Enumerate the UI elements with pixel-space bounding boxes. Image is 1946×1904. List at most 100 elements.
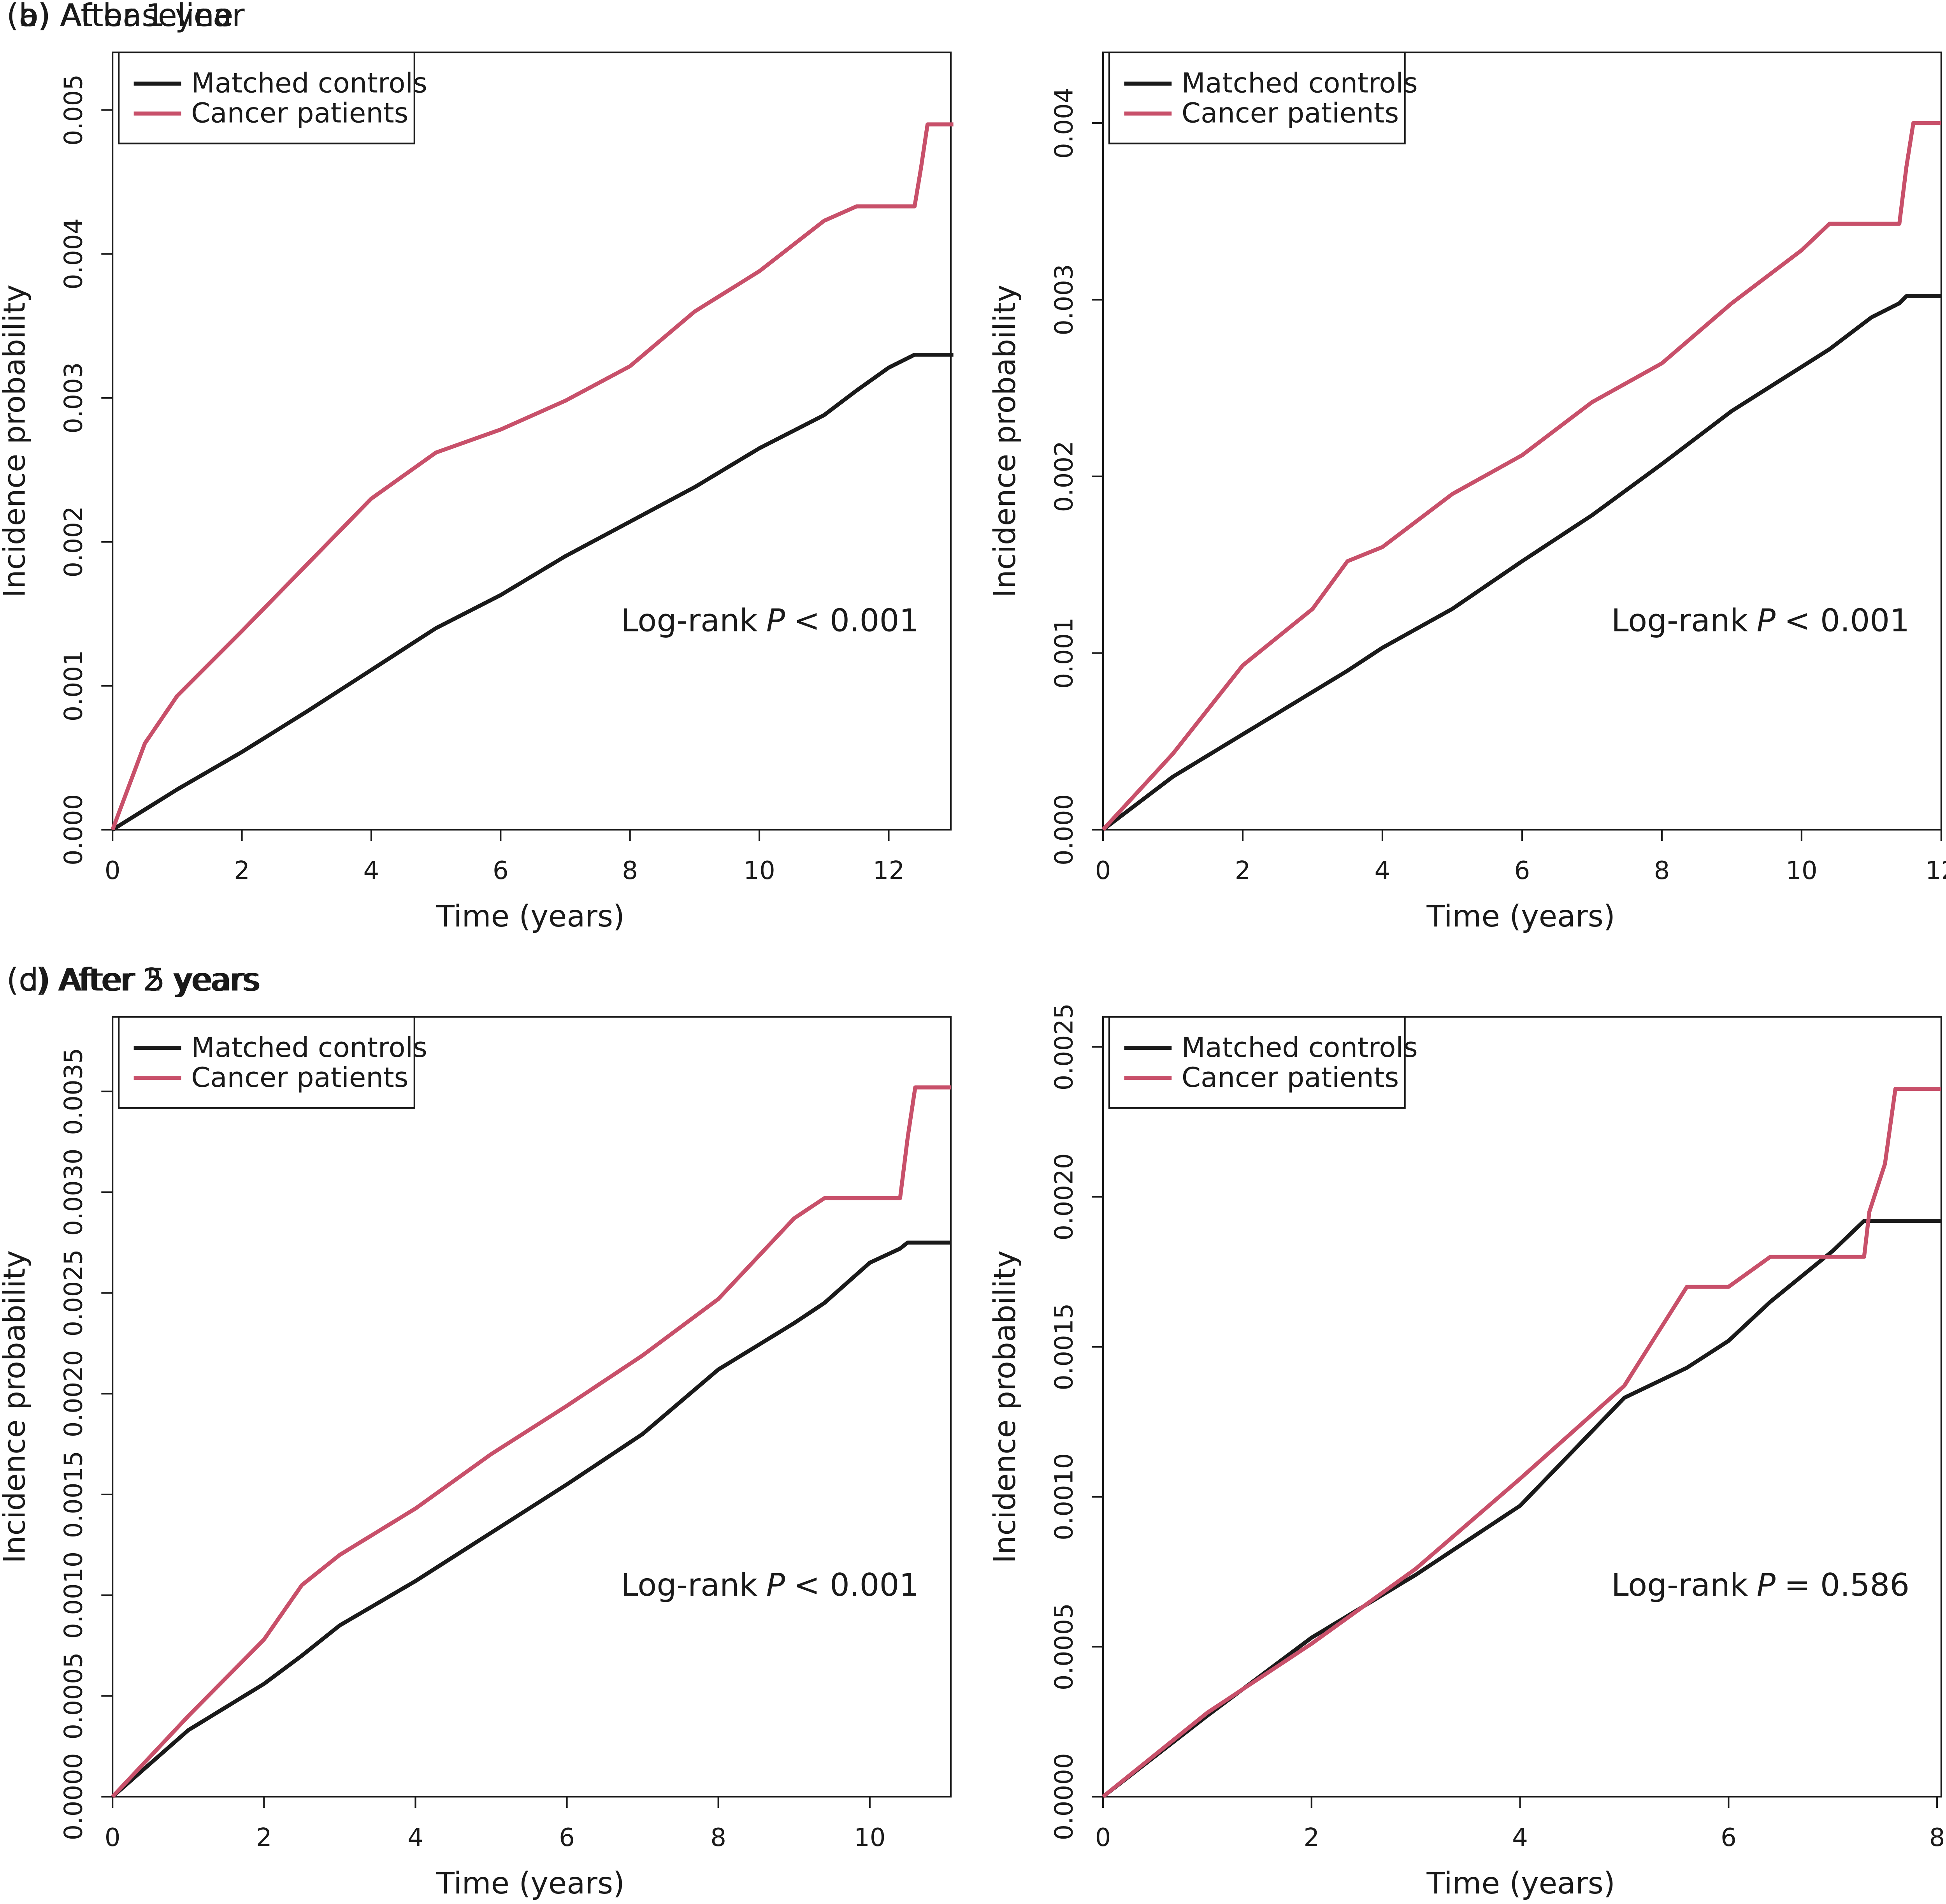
x-tick-label: 2 [1303, 1823, 1319, 1852]
x-tick-label: 8 [1929, 1823, 1945, 1852]
annotation-part: Log-rank [621, 602, 758, 638]
annotation-part: < 0.001 [1784, 602, 1909, 638]
x-tick-label: 10 [854, 1823, 886, 1852]
y-tick-label: 0.000 [60, 794, 88, 866]
y-tick-label: 0.004 [1050, 87, 1078, 159]
x-axis-label: Time (years) [436, 1866, 625, 1901]
legend-label: Cancer patients [191, 1062, 408, 1094]
x-tick-label: 0 [1095, 1823, 1111, 1852]
legend-label: Cancer patients [191, 97, 408, 129]
legend-label: Matched controls [191, 67, 427, 99]
panel: (d) After 5 years 0 2 4 6 8 0.0000 0.0005 0.0010… [7, 962, 1945, 1901]
y-tick-label: 0.0010 [1050, 1453, 1078, 1540]
annotation-part: = 0.586 [1784, 1567, 1909, 1603]
y-tick-label: 0.000 [1050, 794, 1078, 866]
annotation-part: P [1757, 602, 1776, 638]
y-tick-label: 0.0015 [1050, 1303, 1078, 1391]
y-tick-label: 0.003 [1050, 264, 1078, 336]
x-tick-label: 10 [743, 856, 775, 885]
y-tick-label: 0.0025 [1050, 1003, 1078, 1090]
y-tick-label: 0.0015 [60, 1451, 88, 1538]
x-tick-label: 0 [105, 1823, 121, 1852]
y-tick-label: 0.0005 [60, 1652, 88, 1739]
panel-title: (d) After 5 years [7, 962, 261, 998]
y-tick-label: 0.003 [60, 362, 88, 434]
x-axis-label: Time (years) [1426, 1866, 1615, 1901]
y-tick-label: 0.0010 [60, 1552, 88, 1639]
y-tick-label: 0.0005 [1050, 1603, 1078, 1690]
x-tick-label: 0 [1095, 856, 1111, 885]
y-tick-label: 0.0020 [1050, 1153, 1078, 1240]
plot-frame [112, 51, 952, 831]
legend-label: Matched controls [1182, 1032, 1418, 1064]
x-tick-label: 6 [1721, 1823, 1737, 1852]
x-tick-label: 4 [1375, 856, 1391, 885]
y-axis-label: Incidence probability [988, 1250, 1022, 1563]
y-axis-label: Incidence probability [988, 285, 1022, 598]
x-tick-label: 6 [559, 1823, 575, 1852]
series-line [1101, 1218, 1941, 1799]
series-line [111, 1240, 951, 1799]
annotation-part: Log-rank [1611, 602, 1748, 638]
x-tick-label: 10 [1786, 856, 1818, 885]
x-tick-label: 0 [105, 856, 121, 885]
panel-title: (a) At baseline [7, 0, 234, 33]
legend-label: Cancer patients [1182, 1062, 1399, 1094]
annotation: Log-rank P < 0.001 [621, 1567, 919, 1603]
y-tick-label: 0.001 [60, 650, 88, 722]
series-line [111, 1085, 951, 1798]
y-tick-label: 0.0000 [1050, 1753, 1078, 1840]
x-tick-label: 8 [622, 856, 638, 885]
plot-frame [112, 1016, 952, 1798]
x-tick-label: 6 [493, 856, 509, 885]
series-line [111, 122, 954, 831]
plot-frame [1102, 51, 1942, 831]
x-axis-label: Time (years) [1426, 899, 1615, 934]
series-line [1101, 121, 1941, 831]
x-axis-label: Time (years) [436, 899, 625, 934]
panel: (b) After 1 year 0 2 4 6 8 10 12 0.000 0.001 0.002… [7, 0, 1946, 934]
y-axis-label: Incidence probability [0, 1250, 32, 1563]
panel: (a) At baseline 0 2 4 6 8 10 12 0.000 0.001 0.002 0… [0, 0, 954, 934]
annotation: Log-rank P < 0.001 [1611, 602, 1909, 638]
y-tick-label: 0.0030 [60, 1148, 88, 1236]
annotation: Log-rank P = 0.586 [1611, 1567, 1909, 1603]
annotation-part: Log-rank [1611, 1567, 1748, 1603]
y-axis-label: Incidence probability [0, 285, 32, 598]
annotation-part: P [1757, 1567, 1776, 1603]
annotation-part: P [766, 602, 785, 638]
annotation-part: Log-rank [621, 1567, 758, 1603]
annotation-part: P [766, 1567, 785, 1603]
legend-box [118, 51, 415, 144]
panel-title: (c) After 2 years [7, 962, 258, 998]
series-line [1101, 294, 1941, 832]
legend-box [1108, 51, 1406, 144]
annotation-part: < 0.001 [794, 602, 919, 638]
y-tick-label: 0.0020 [60, 1350, 88, 1437]
y-tick-label: 0.002 [1050, 441, 1078, 512]
series-line [1101, 1086, 1941, 1799]
y-tick-label: 0.0000 [60, 1753, 88, 1840]
annotation-part: < 0.001 [794, 1567, 919, 1603]
y-tick-label: 0.0025 [60, 1249, 88, 1336]
legend-label: Cancer patients [1182, 97, 1399, 129]
x-tick-label: 6 [1514, 856, 1530, 885]
x-tick-label: 4 [1512, 1823, 1528, 1852]
x-tick-label: 8 [1654, 856, 1670, 885]
panel: (c) After 2 years 0 2 4 6 8 10 0.0000 0.0005 0.00… [0, 962, 952, 1901]
y-tick-label: 0.004 [60, 218, 88, 290]
legend-label: Matched controls [1182, 67, 1418, 99]
x-tick-label: 8 [710, 1823, 726, 1852]
x-tick-label: 2 [234, 856, 250, 885]
x-tick-label: 2 [1235, 856, 1251, 885]
annotation: Log-rank P < 0.001 [621, 602, 919, 638]
series-line [111, 353, 954, 832]
y-tick-label: 0.0035 [60, 1048, 88, 1135]
x-tick-label: 12 [1925, 856, 1946, 885]
x-tick-label: 12 [873, 856, 905, 885]
panel-title: (b) After 1 year [7, 0, 245, 33]
x-tick-label: 4 [407, 1823, 423, 1852]
legend-label: Matched controls [191, 1032, 427, 1064]
plot-frame [1102, 1016, 1942, 1798]
